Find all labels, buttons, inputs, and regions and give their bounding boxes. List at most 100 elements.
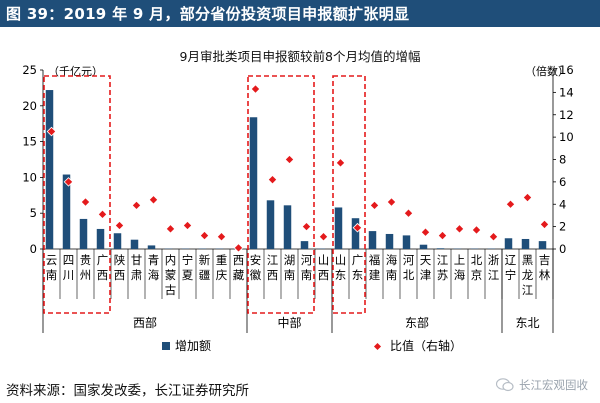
category-label-上海: 上海 [454, 253, 466, 282]
ratio-marker-新疆 [199, 230, 210, 241]
left-axis-unit: （千亿元） [48, 65, 103, 78]
bar-湖南 [283, 205, 292, 249]
watermark: 长江宏观固收 [496, 377, 588, 393]
bar-贵州 [79, 218, 88, 249]
left-tick-label: 5 [30, 206, 37, 220]
category-label-吉林: 吉林 [539, 253, 551, 282]
ratio-marker-上海 [454, 224, 465, 234]
bar-安徽 [249, 117, 258, 249]
ratio-marker-西藏 [233, 243, 244, 253]
legend-bar-swatch [162, 342, 170, 350]
category-label-江苏: 江苏 [437, 253, 449, 282]
right-tick-label: 12 [559, 108, 574, 122]
bar-云南 [45, 90, 54, 249]
right-tick-label: 8 [559, 153, 566, 167]
bar-甘肃 [130, 239, 139, 249]
source-note: 资料来源：国家发改委，长江证券研究所 [6, 383, 249, 399]
bar-广东 [351, 218, 360, 249]
ratio-marker-云南 [46, 126, 57, 137]
ratio-marker-四川 [63, 177, 74, 187]
right-tick-label: 2 [559, 220, 566, 234]
bar-陕西 [113, 233, 122, 249]
chart-area: 9月审批类项目申报额较前8个月均值的增幅 0 5 10 15 20 25 0 2 4 6 8 10 12… [0, 34, 600, 376]
bar-天津 [419, 244, 428, 249]
ratio-marker-海南 [386, 197, 397, 207]
region-label-东部: 东部 [405, 315, 429, 330]
left-tick-label: 25 [22, 63, 37, 77]
left-tick-label: 10 [22, 170, 37, 184]
ratio-marker-黑龙江 [522, 192, 533, 203]
legend-marker-swatch [373, 342, 382, 351]
highlight-box [332, 75, 366, 314]
right-tick-label: 0 [559, 242, 566, 256]
ratio-marker-河北 [403, 208, 414, 219]
right-axis-unit: （倍数） [525, 64, 569, 78]
ratio-marker-广东 [352, 222, 363, 233]
category-label-安徽: 安徽 [250, 253, 262, 282]
bar-江西 [266, 200, 275, 249]
category-label-甘肃: 甘肃 [131, 253, 143, 282]
bar-吉林 [538, 241, 547, 249]
region-label-西部: 西部 [133, 315, 157, 330]
ratio-marker-河南 [301, 221, 312, 232]
bar-河南 [300, 241, 309, 249]
ratio-marker-江苏 [437, 230, 448, 241]
ratio-marker-福建 [369, 200, 380, 211]
bar-海南 [385, 233, 394, 249]
category-label-贵州: 贵州 [80, 253, 92, 282]
ratio-marker-浙江 [488, 231, 499, 242]
legend-bar-label: 增加额 [175, 339, 211, 353]
ratio-marker-贵州 [80, 197, 91, 207]
category-label-青海: 青海 [148, 253, 160, 282]
category-label-湖南: 湖南 [284, 253, 296, 282]
ratio-marker-湖南 [284, 154, 295, 165]
ratio-marker-天津 [420, 227, 431, 238]
category-label-浙江: 浙江 [488, 253, 500, 282]
ratio-marker-广西 [97, 209, 108, 220]
figure-header: 图 39：2019 年 9 月，部分省份投资项目申报额扩张明显 [0, 0, 600, 27]
figure-title: 图 39：2019 年 9 月，部分省份投资项目申报额扩张明显 [6, 5, 410, 23]
bar-江苏 [436, 248, 445, 249]
category-label-辽宁: 辽宁 [505, 253, 517, 282]
left-tick-label: 15 [22, 135, 37, 149]
bar-河北 [402, 235, 411, 249]
category-label-广西: 广西 [97, 253, 109, 282]
category-label-山西: 山西 [318, 253, 330, 282]
bar-黑龙江 [521, 238, 530, 249]
category-label-黑龙江: 黑龙江 [522, 253, 534, 297]
bar-辽宁 [504, 238, 513, 249]
right-tick-label: 10 [559, 130, 574, 144]
category-label-海南: 海南 [386, 253, 398, 282]
highlight-box [247, 75, 315, 314]
right-tick-label: 6 [559, 175, 566, 189]
right-tick-label: 14 [559, 85, 574, 99]
category-label-陕西: 陕西 [114, 253, 126, 282]
category-label-广东: 广东 [352, 253, 364, 282]
ratio-marker-江西 [267, 174, 278, 185]
category-label-西藏: 西藏 [233, 253, 245, 282]
ratio-marker-辽宁 [505, 199, 516, 210]
category-label-江西: 江西 [267, 253, 279, 282]
category-label-天津: 天津 [420, 253, 432, 282]
bar-四川 [62, 174, 71, 249]
legend-marker-label: 比值（右轴） [390, 338, 462, 353]
category-label-重庆: 重庆 [216, 253, 228, 282]
ratio-marker-青海 [148, 194, 159, 205]
ratio-marker-安徽 [250, 84, 261, 94]
left-tick-label: 20 [22, 99, 37, 113]
bar-广西 [96, 228, 105, 249]
category-label-四川: 四川 [63, 253, 75, 282]
category-label-北京: 北京 [471, 253, 483, 282]
category-label-内蒙古: 内蒙古 [165, 253, 177, 297]
ratio-marker-山东 [335, 158, 346, 168]
category-label-宁夏: 宁夏 [182, 253, 194, 282]
chart-title: 9月审批类项目申报额较前8个月均值的增幅 [179, 49, 421, 64]
category-label-新疆: 新疆 [199, 253, 211, 282]
watermark-text: 长江宏观固收 [519, 378, 588, 392]
region-label-东北: 东北 [515, 316, 539, 330]
ratio-marker-吉林 [539, 219, 550, 230]
category-label-河南: 河南 [301, 253, 313, 282]
region-label-中部: 中部 [277, 315, 301, 330]
ratio-marker-重庆 [216, 231, 227, 242]
category-label-福建: 福建 [369, 253, 381, 282]
